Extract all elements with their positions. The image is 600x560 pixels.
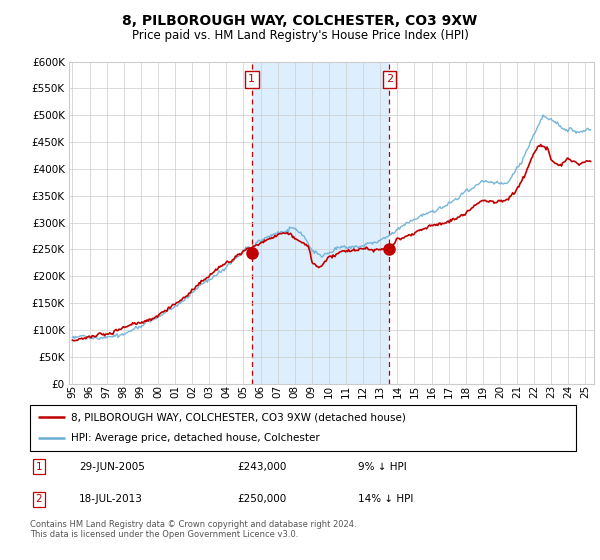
Text: 14% ↓ HPI: 14% ↓ HPI <box>358 494 413 505</box>
Text: 1: 1 <box>248 74 256 85</box>
Text: 18-JUL-2013: 18-JUL-2013 <box>79 494 143 505</box>
Text: 29-JUN-2005: 29-JUN-2005 <box>79 461 145 472</box>
Text: 2: 2 <box>35 494 42 505</box>
Text: 8, PILBOROUGH WAY, COLCHESTER, CO3 9XW: 8, PILBOROUGH WAY, COLCHESTER, CO3 9XW <box>122 14 478 28</box>
Text: HPI: Average price, detached house, Colchester: HPI: Average price, detached house, Colc… <box>71 433 320 444</box>
Text: Price paid vs. HM Land Registry's House Price Index (HPI): Price paid vs. HM Land Registry's House … <box>131 29 469 42</box>
Bar <box>252 62 389 384</box>
Text: 1: 1 <box>35 461 42 472</box>
Text: £250,000: £250,000 <box>238 494 287 505</box>
Text: Contains HM Land Registry data © Crown copyright and database right 2024.
This d: Contains HM Land Registry data © Crown c… <box>30 520 356 539</box>
Text: 9% ↓ HPI: 9% ↓ HPI <box>358 461 406 472</box>
Text: £243,000: £243,000 <box>238 461 287 472</box>
Text: 8, PILBOROUGH WAY, COLCHESTER, CO3 9XW (detached house): 8, PILBOROUGH WAY, COLCHESTER, CO3 9XW (… <box>71 412 406 422</box>
Text: 2: 2 <box>386 74 393 85</box>
